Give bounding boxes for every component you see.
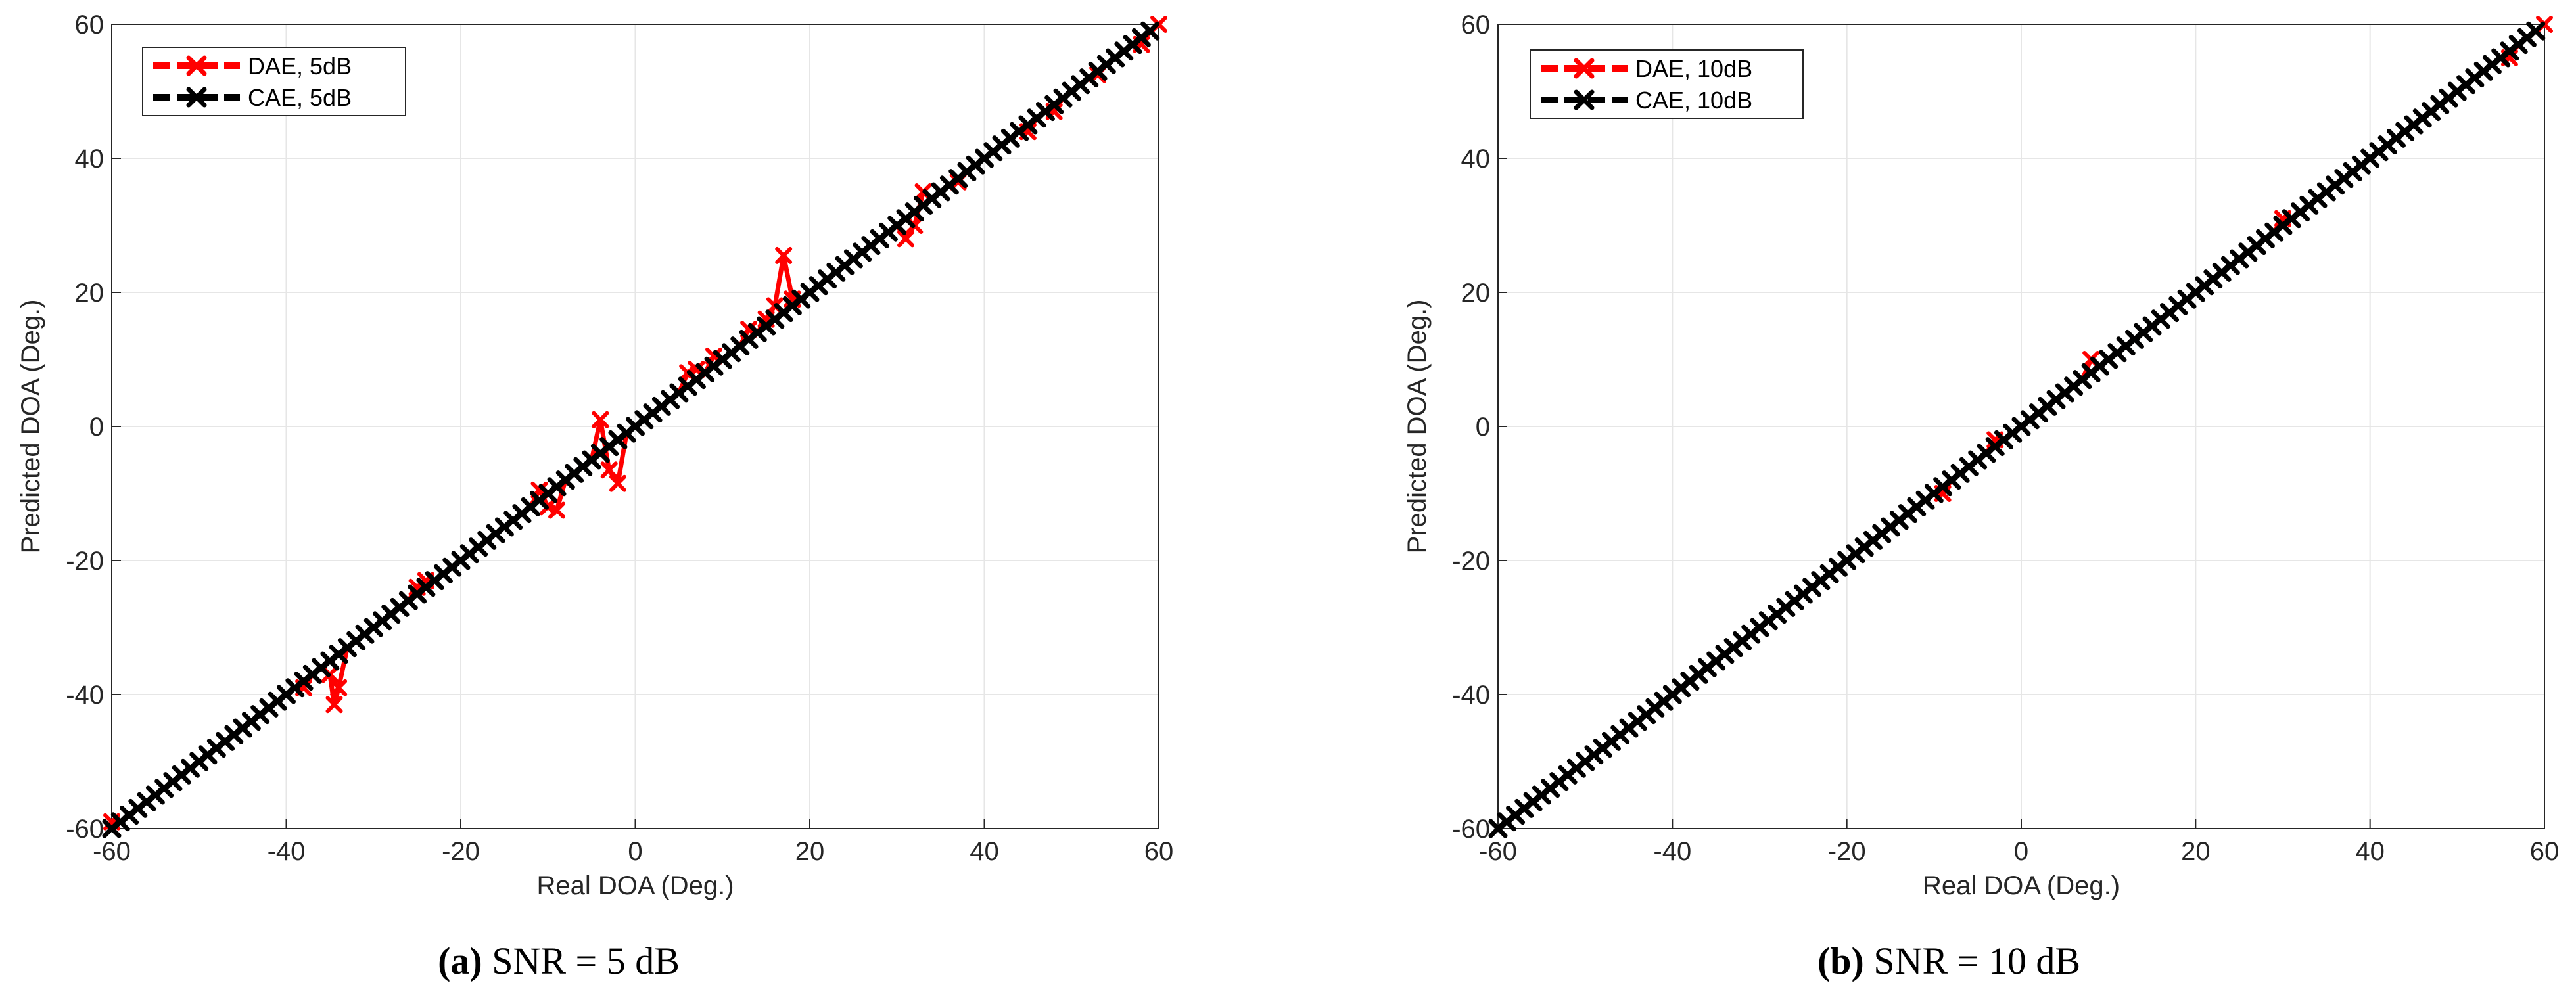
dae-point-27 (330, 679, 348, 696)
y-tick-label: 40 (1461, 145, 1491, 173)
legend-marker-cae (186, 87, 207, 108)
axis-ticks: -60 -40 -20 0 20 40 60 -60 -40 -20 0 20 40 60 (66, 11, 1173, 866)
cae-point-119 (1140, 21, 1160, 41)
legend-entry-dae: DAE, 10dB (1541, 55, 1752, 82)
x-axis-label: Real DOA (Deg.) (536, 871, 734, 900)
dae-point-92-stroke-b (897, 230, 915, 248)
legend-marker-x-1-stroke-b (1574, 89, 1595, 110)
caption-a: (a) SNR = 5 dB (438, 940, 680, 982)
chart-panel-a: -60 -40 -20 0 20 40 60 -60 -40 -20 0 20 40 60 Real DO… (16, 11, 1173, 982)
dae-point-59 (609, 474, 626, 492)
caption-letter-b: (b) (1817, 940, 1864, 982)
y-tick-label: 40 (75, 145, 105, 173)
x-tick-label: 20 (795, 837, 825, 866)
legend-marker-x-1 (1574, 89, 1595, 110)
y-tick-label: -20 (66, 547, 104, 576)
legend-box (142, 47, 406, 116)
x-tick-label: 40 (970, 837, 999, 866)
y-tick-label: -40 (66, 681, 104, 710)
series-layer (1488, 16, 2553, 838)
y-tick-label: -40 (1452, 681, 1490, 710)
dae-point-57 (592, 411, 609, 428)
legend: DAE, 10dB CAE, 10dB (1530, 49, 1804, 119)
caption-text-a: SNR = 5 dB (492, 940, 680, 982)
legend-marker-x-0-stroke-b (1574, 58, 1595, 79)
legend-entry-dae: DAE, 5dB (153, 53, 352, 80)
cae-point-119-stroke-b (1140, 21, 1160, 41)
x-tick-label: -40 (268, 837, 306, 866)
x-tick-label: -20 (442, 837, 480, 866)
y-tick-label: 0 (1476, 413, 1490, 442)
legend-marker-cae (1574, 89, 1595, 110)
x-tick-label: 60 (1144, 837, 1174, 866)
dae-point-58 (600, 461, 618, 479)
axis-ticks: -60 -40 -20 0 20 40 60 -60 -40 -20 0 20 40 60 (1452, 11, 2559, 866)
y-tick-label: 0 (89, 413, 104, 442)
x-tick-label: -20 (1828, 837, 1866, 866)
series-cae (1488, 21, 2546, 838)
legend: DAE, 5dB CAE, 5dB (142, 47, 406, 116)
dae-point-92 (897, 230, 915, 248)
x-tick-label: 0 (2014, 837, 2028, 866)
y-axis-label: Predicted DOA (Deg.) (16, 300, 45, 554)
dae-point-58-stroke-b (600, 461, 618, 479)
legend-entry-cae: CAE, 5dB (153, 84, 352, 111)
legend-entry-cae: CAE, 10dB (1541, 87, 1752, 114)
dae-point-78 (775, 246, 793, 264)
caption-b: (b) SNR = 10 dB (1817, 940, 2080, 982)
y-tick-label: 20 (75, 279, 105, 308)
y-tick-label: 60 (1461, 11, 1491, 39)
series-layer (102, 16, 1167, 838)
x-tick-label: -60 (1479, 837, 1517, 866)
dae-point-52-stroke-b (548, 501, 566, 519)
series-cae (102, 21, 1160, 838)
y-axis-label: Predicted DOA (Deg.) (1403, 300, 1432, 554)
y-tick-label: 20 (1461, 279, 1491, 308)
cae-point-119 (2526, 21, 2546, 41)
y-tick-label: -60 (1452, 815, 1490, 844)
dae-point-52 (548, 501, 566, 519)
x-tick-label: 40 (2355, 837, 2385, 866)
x-tick-label: 60 (2530, 837, 2560, 866)
dae-point-27-stroke-b (330, 679, 348, 696)
legend-marker-x-0 (1574, 58, 1595, 79)
caption-letter-a: (a) (438, 940, 482, 982)
x-tick-label: 20 (2181, 837, 2211, 866)
dae-point-57-stroke-b (592, 411, 609, 428)
legend-marker-x-0 (186, 55, 207, 76)
x-tick-label: -60 (93, 837, 131, 866)
dae-point-26 (325, 696, 343, 714)
y-tick-label: -60 (66, 815, 104, 844)
caption-text-b: SNR = 10 dB (1873, 940, 2080, 982)
y-tick-label: -20 (1452, 547, 1490, 576)
legend-marker-x-0-stroke-b (186, 55, 207, 76)
x-tick-label: 0 (628, 837, 642, 866)
legend-marker-dae (186, 55, 207, 76)
legend-marker-x-1 (186, 87, 207, 108)
y-tick-label: 60 (75, 11, 105, 39)
legend-label-cae: CAE, 10dB (1635, 87, 1752, 114)
legend-marker-dae (1574, 58, 1595, 79)
dae-point-78-stroke-b (775, 246, 793, 264)
chart-panel-b: -60 -40 -20 0 20 40 60 -60 -40 -20 0 20 40 60 Real DO… (1403, 11, 2559, 982)
x-tick-label: -40 (1653, 837, 1691, 866)
legend-label-cae: CAE, 5dB (248, 84, 352, 111)
x-axis-label: Real DOA (Deg.) (1923, 871, 2120, 900)
legend-label-dae: DAE, 10dB (1635, 55, 1752, 82)
cae-point-119-stroke-b (2526, 21, 2546, 41)
dae-point-59-stroke-b (609, 474, 626, 492)
legend-marker-x-1-stroke-b (186, 87, 207, 108)
legend-label-dae: DAE, 5dB (248, 53, 352, 80)
dae-point-26-stroke-b (325, 696, 343, 714)
